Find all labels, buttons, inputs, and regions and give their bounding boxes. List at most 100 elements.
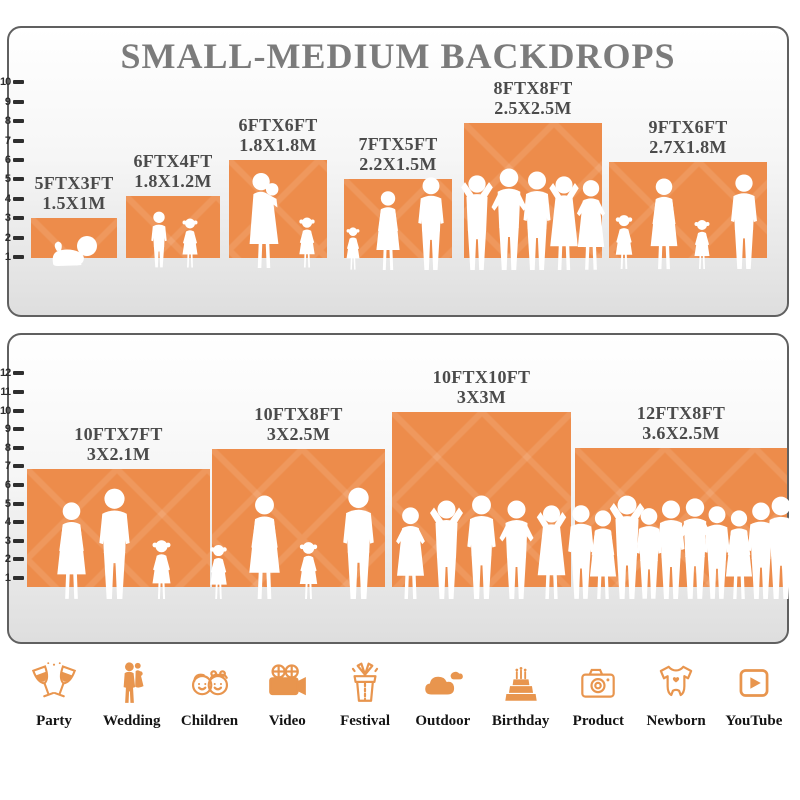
- boy-girl-silhouettes: [151, 211, 198, 268]
- category-row: Party Wedding: [20, 660, 788, 730]
- ruler-tick: 8: [0, 114, 24, 128]
- photo-camera-icon: [575, 660, 621, 706]
- backdrop-size-label: 10FTX8FT 3X2.5M: [254, 403, 343, 445]
- family-silhouettes: [56, 488, 170, 599]
- backdrop-10ftx7ft: 10FTX7FT 3X2.1M: [27, 424, 210, 599]
- small-backdrops-panel: SMALL-MEDIUM BACKDROPS 10 9 8 7 6 5 4 3 …: [0, 26, 789, 317]
- category-label: Birthday: [491, 713, 550, 729]
- backdrop-6ftx6ft: 6FTX6FT 1.8X1.8M: [229, 115, 327, 269]
- ruler-tick: 2: [0, 552, 24, 566]
- category-wedding: Wedding: [98, 660, 166, 730]
- mother-child-silhouettes: [249, 173, 315, 269]
- crawling-baby-silhouette: [52, 236, 97, 266]
- tick-dash: [13, 139, 24, 143]
- tick-dash: [13, 539, 24, 543]
- tick-dash: [13, 557, 24, 561]
- group-silhouettes: [461, 168, 606, 270]
- backdrop-size-label: 10FTX7FT 3X2.1M: [74, 423, 163, 465]
- category-youtube: YouTube: [720, 660, 788, 730]
- category-label: Party: [36, 713, 72, 729]
- tick-dash: [13, 390, 24, 394]
- tick-dash: [13, 483, 24, 487]
- backdrop-size-label: 6FTX6FT 1.8X1.8M: [238, 114, 318, 156]
- tick-dash: [13, 236, 24, 240]
- backdrop-5ftx3ft: 5FTX3FT 1.5X1M: [31, 173, 117, 266]
- category-label: Video: [268, 713, 306, 729]
- backdrop-size-label: 9FTX6FT 2.7X1.8M: [648, 116, 728, 158]
- ruler-tick: 8: [0, 441, 24, 455]
- category-label: Festival: [340, 713, 391, 729]
- backdrop-10ftx8ft: 10FTX8FT 3X2.5M: [209, 404, 385, 600]
- children-faces-icon: [187, 660, 233, 706]
- clouds-icon: [420, 660, 466, 706]
- backdrop-size-label: 8FTX8FT 2.5X2.5M: [493, 77, 573, 119]
- backdrop-size-label: 7FTX5FT 2.2X1.5M: [358, 133, 438, 175]
- ruler-tick: 6: [0, 153, 24, 167]
- tick-dash: [13, 177, 24, 181]
- family-holding-hands-silhouettes: [615, 174, 757, 270]
- page-title: SMALL-MEDIUM BACKDROPS: [120, 36, 676, 76]
- backdrop-7ftx5ft: 7FTX5FT 2.2X1.5M: [344, 134, 452, 270]
- ruler-tick: 2: [0, 231, 24, 245]
- tick-dash: [13, 576, 24, 580]
- ruler-tick: 3: [0, 211, 24, 225]
- ruler-tick: 1: [0, 250, 24, 264]
- backdrop-12ftx8ft: 12FTX8FT 3.6X2.5M: [568, 403, 796, 600]
- tick-dash: [13, 446, 24, 450]
- tick-dash: [13, 158, 24, 162]
- backdrop-10ftx10ft: 10FTX10FT 3X3M: [392, 367, 571, 599]
- family-holding-hands-silhouettes: [209, 487, 374, 600]
- category-festival: Festival: [331, 660, 399, 730]
- backdrop-size-label: 12FTX8FT 3.6X2.5M: [636, 402, 726, 444]
- ruler-tick: 4: [0, 192, 24, 206]
- ruler-tick: 9: [0, 422, 24, 436]
- category-product: Product: [564, 660, 632, 730]
- crowd-silhouettes: [568, 495, 796, 600]
- tick-dash: [13, 409, 24, 413]
- category-label: Outdoor: [415, 713, 471, 729]
- ruler-tick: 7: [0, 134, 24, 148]
- tick-dash: [13, 100, 24, 104]
- category-video: Video: [253, 660, 321, 730]
- backdrop-size-label: 10FTX10FT 3X3M: [432, 366, 531, 408]
- category-label: Newborn: [646, 713, 706, 729]
- family-silhouettes: [346, 177, 444, 270]
- category-newborn: Newborn: [642, 660, 710, 730]
- backdrop-9ftx6ft: 9FTX6FT 2.7X1.8M: [609, 117, 767, 270]
- tick-dash: [13, 520, 24, 524]
- tick-dash: [13, 371, 24, 375]
- ruler-tick: 3: [0, 534, 24, 548]
- tick-dash: [13, 502, 24, 506]
- category-children: Children: [176, 660, 244, 730]
- birthday-cake-icon: [498, 660, 544, 706]
- tick-dash: [13, 255, 24, 259]
- ruler-tick: 9: [0, 95, 24, 109]
- backdrop-rect: [126, 196, 220, 258]
- backdrop-6ftx4ft: 6FTX4FT 1.8X1.2M: [126, 151, 220, 268]
- gift-box-icon: [342, 660, 388, 706]
- category-birthday: Birthday: [487, 660, 555, 730]
- tick-dash: [13, 197, 24, 201]
- category-label: Product: [572, 713, 625, 729]
- ruler-tick: 5: [0, 172, 24, 186]
- category-label: YouTube: [725, 713, 783, 729]
- ruler-tick: 6: [0, 478, 24, 492]
- tick-dash: [13, 119, 24, 123]
- tick-dash: [13, 427, 24, 431]
- backdrop-size-label: 5FTX3FT 1.5X1M: [34, 172, 114, 214]
- category-party: Party: [20, 660, 88, 730]
- party-glasses-icon: [31, 660, 77, 706]
- ruler-tick: 10: [0, 75, 24, 89]
- category-label: Children: [180, 713, 239, 729]
- tick-dash: [13, 80, 24, 84]
- medium-backdrops-panel: 12 11 10 9 8 7 6 5 4 3 2 1 10FTX7FT 3X2.…: [0, 333, 796, 644]
- category-label: Wedding: [103, 713, 161, 729]
- category-outdoor: Outdoor: [409, 660, 477, 730]
- ruler-tick: 12: [0, 366, 24, 380]
- tick-dash: [13, 464, 24, 468]
- ruler-tick: 10: [0, 404, 24, 418]
- group-silhouettes: [395, 495, 566, 599]
- play-button-icon: [731, 660, 777, 706]
- ruler-tick: 11: [0, 385, 24, 399]
- tick-dash: [13, 216, 24, 220]
